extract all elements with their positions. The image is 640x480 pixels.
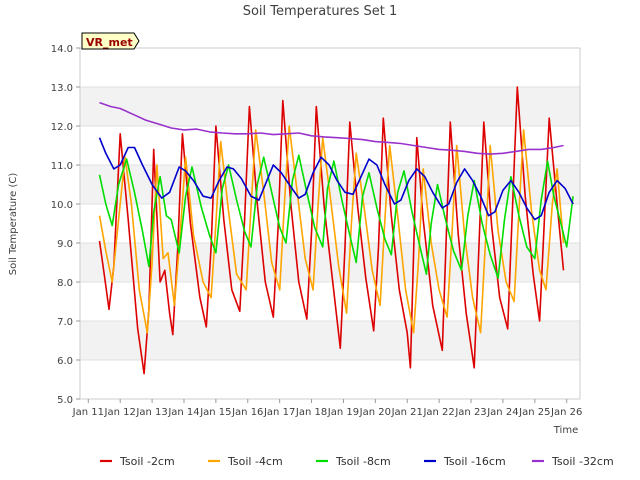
x-axis-label: Time <box>553 425 578 436</box>
chart-title: Soil Temperatures Set 1 <box>243 4 398 19</box>
plot-band <box>80 360 580 399</box>
x-tick-label: Jan 20 <box>359 407 391 418</box>
y-tick-label: 5.0 <box>57 395 73 406</box>
plot-band <box>80 87 580 126</box>
y-tick-label: 14.0 <box>51 44 73 55</box>
plot-bands <box>80 48 580 400</box>
x-tick-label: Jan 13 <box>135 407 167 418</box>
plot-frame <box>79 47 581 400</box>
plot-band <box>80 321 580 360</box>
x-axis-ticks: Jan 11 Jan 12 Jan 13 Jan 14 Jan 15 Jan 16 Jan … <box>72 399 582 418</box>
y-tick-label: 10.0 <box>51 200 73 211</box>
series-lines <box>98 86 574 375</box>
y-tick-label: 11.0 <box>51 161 73 172</box>
series-line <box>98 154 574 279</box>
x-tick-label: Jan 18 <box>295 407 327 418</box>
legend-label: Tsoil -32cm <box>551 455 614 468</box>
x-tick-label: Jan 16 <box>231 407 263 418</box>
legend-label: Tsoil -4cm <box>227 455 283 468</box>
x-tick-label: Jan 25 <box>518 407 550 418</box>
x-tick-label: Jan 21 <box>391 407 423 418</box>
station-badge-box <box>81 32 140 50</box>
y-tick-label: 8.0 <box>57 278 73 289</box>
y-axis-ticks: 5.0 6.0 7.0 8.0 9.0 10.0 11.0 12.0 13.0 14.0 <box>51 44 80 406</box>
y-axis-label: Soil Temperature (C) <box>8 173 19 276</box>
y-tick-label: 12.0 <box>51 122 73 133</box>
y-tick-label: 6.0 <box>57 356 73 367</box>
x-tick-label: Jan 12 <box>104 407 136 418</box>
legend-label: Tsoil -2cm <box>119 455 175 468</box>
series-line <box>98 137 574 221</box>
x-tick-label: Jan 17 <box>263 407 295 418</box>
plot-band <box>80 282 580 321</box>
plot-band <box>80 48 580 87</box>
y-tick-label: 9.0 <box>57 239 73 250</box>
legend-label: Tsoil -8cm <box>335 455 391 468</box>
x-tick-label: Jan 14 <box>167 407 199 418</box>
y-tick-label: 7.0 <box>57 317 73 328</box>
station-badge-label: VR_met <box>86 36 133 49</box>
x-tick-label: Jan 22 <box>422 407 454 418</box>
legend: Tsoil -2cm Tsoil -4cm Tsoil -8cm Tsoil -16c… <box>100 455 614 468</box>
series-line <box>98 86 565 375</box>
x-tick-label: Jan 11 <box>72 407 104 418</box>
legend-label: Tsoil -16cm <box>443 455 506 468</box>
plot-band <box>80 126 580 165</box>
x-tick-label: Jan 19 <box>327 407 359 418</box>
station-badge: VR_met <box>81 32 140 50</box>
x-tick-label: Jan 24 <box>486 407 518 418</box>
x-tick-label: Jan 15 <box>199 407 231 418</box>
series-line <box>99 101 564 155</box>
x-tick-label: Jan 26 <box>550 407 582 418</box>
x-tick-label: Jan 23 <box>454 407 486 418</box>
y-tick-label: 13.0 <box>51 83 73 94</box>
